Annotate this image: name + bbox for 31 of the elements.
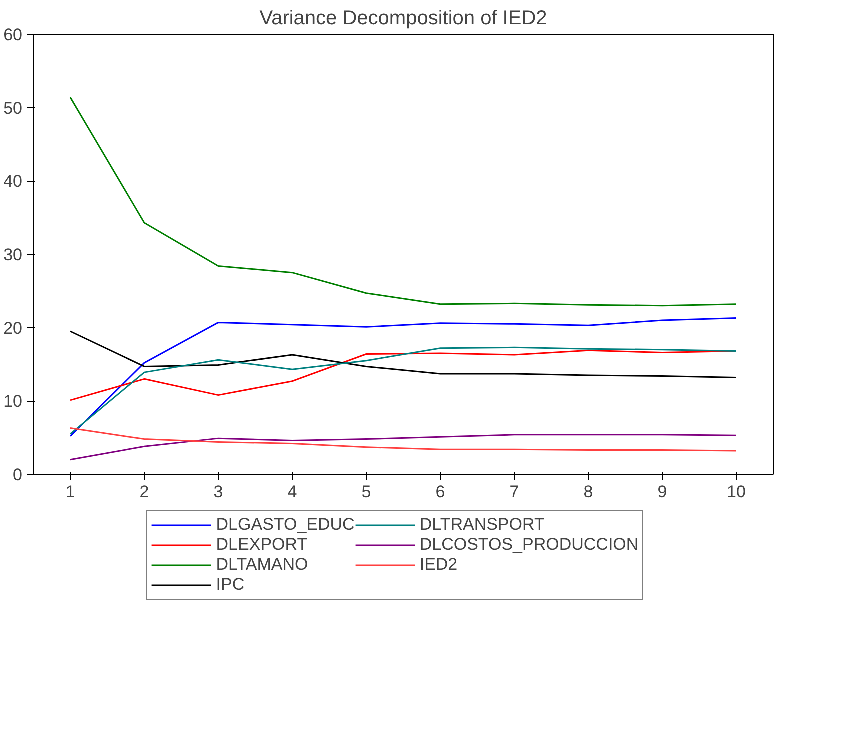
line-series bbox=[70, 428, 738, 452]
x-tick-label: 5 bbox=[362, 482, 372, 502]
x-tick-label: 4 bbox=[288, 482, 298, 502]
y-tick-label: 10 bbox=[4, 392, 23, 412]
chart-title: Variance Decomposition of IED2 bbox=[260, 8, 548, 30]
legend-label: IPC bbox=[216, 575, 245, 595]
legend-label: DLGASTO_EDUC bbox=[216, 515, 355, 535]
y-tick-label: 30 bbox=[4, 246, 23, 264]
line-series bbox=[70, 330, 738, 378]
line-series bbox=[70, 434, 738, 461]
x-tick-label: 6 bbox=[436, 482, 446, 502]
y-tick-label: 40 bbox=[4, 172, 23, 192]
legend-label: DLTRANSPORT bbox=[420, 515, 545, 535]
y-tick-label: 50 bbox=[4, 98, 23, 118]
x-tick-label: 9 bbox=[658, 482, 668, 502]
legend-label: DLCOSTOS_PRODUCCION bbox=[420, 535, 639, 555]
x-tick-label: 2 bbox=[140, 482, 150, 502]
x-tick-label: 10 bbox=[727, 482, 746, 502]
legend-label: DLEXPORT bbox=[216, 535, 308, 555]
legend-label: DLTAMANO bbox=[216, 555, 308, 575]
y-tick-label: 0 bbox=[13, 466, 23, 484]
x-tick-label: 1 bbox=[66, 482, 76, 502]
line-series bbox=[70, 318, 738, 438]
line-series bbox=[70, 96, 738, 307]
legend-label: IED2 bbox=[420, 555, 458, 575]
y-tick-label: 60 bbox=[4, 26, 23, 44]
x-tick-label: 8 bbox=[584, 482, 594, 502]
x-tick-label: 7 bbox=[510, 482, 520, 502]
line-series bbox=[70, 346, 738, 435]
x-tick-label: 3 bbox=[214, 482, 224, 502]
y-tick-label: 20 bbox=[4, 318, 23, 338]
